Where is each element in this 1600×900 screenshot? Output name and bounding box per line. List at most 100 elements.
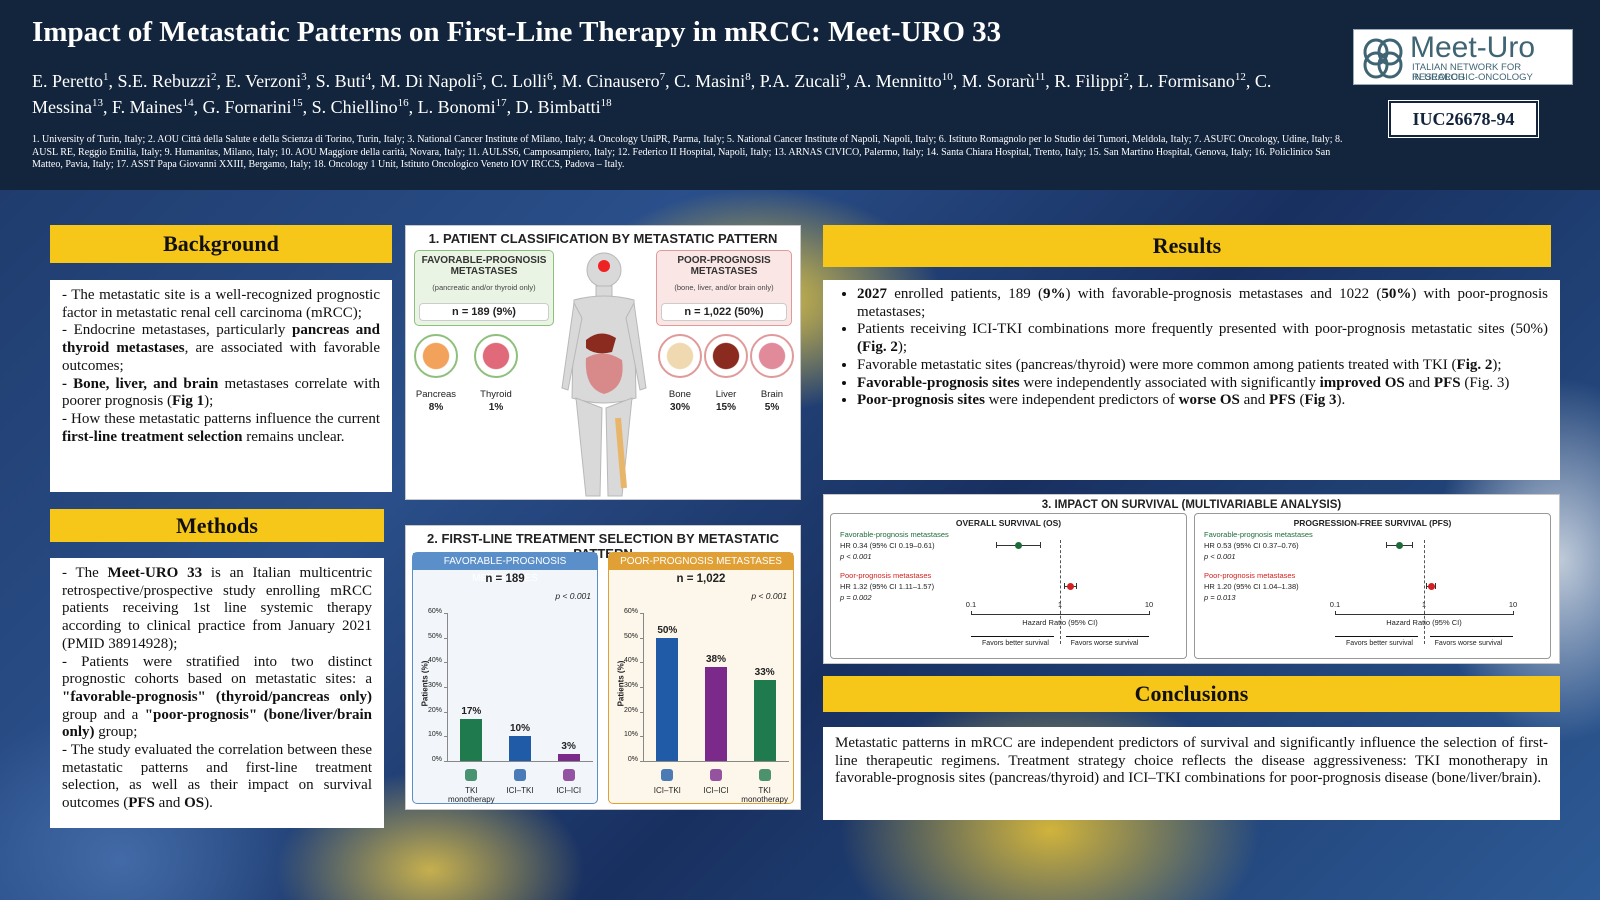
affiliation-number: 2 [210, 71, 217, 83]
author: E. Peretto1 [32, 71, 117, 91]
section-header: Conclusions [823, 676, 1560, 712]
conclusions-text: Metastatic patterns in mRCC are independ… [823, 727, 1560, 820]
author: F. Maines14 [112, 97, 203, 117]
x-axis [643, 761, 789, 762]
section-header: Methods [50, 509, 384, 542]
author: R. Filippi2 [1054, 71, 1138, 91]
affiliation-number: 4 [365, 71, 372, 83]
author-list: E. Peretto1S.E. Rebuzzi2E. Verzoni3S. Bu… [32, 66, 1332, 118]
value-label: 10% [509, 723, 530, 735]
author: S. Chiellino16 [312, 97, 418, 117]
tick-mark [640, 711, 643, 713]
paragraph: - The Meet-URO 33 is an Italian multicen… [62, 565, 372, 654]
drug-icon [758, 769, 771, 781]
favors-label: Favors better survival [1346, 640, 1413, 647]
x-axis [447, 761, 593, 762]
row-name: Poor-prognosis metastases [1204, 571, 1296, 580]
author: M. Sorarù11 [962, 71, 1055, 91]
section-header: Results [823, 225, 1551, 267]
paragraph: - How these metastatic patterns influenc… [62, 411, 380, 446]
bold-run: 2027 [857, 286, 887, 302]
y-tick-label: 20% [623, 706, 638, 714]
bold-run: Fig 3 [1304, 392, 1337, 409]
text-run: and [1239, 392, 1270, 409]
text-run: metastases correlate with poorer prognos… [62, 375, 380, 410]
x-tick-label: TKI monotherapy [447, 786, 495, 804]
bullet: Poor-prognosis sites were independent pr… [857, 392, 1548, 410]
panel-title: POOR-PROGNOSIS METASTASES [609, 553, 793, 570]
text-run: ) with favorable-prognosis metastases an… [1065, 286, 1382, 302]
tick-mark [1335, 611, 1336, 615]
text-run: group; [94, 724, 138, 741]
text-run: ). [204, 795, 213, 812]
figure-1: 1. PATIENT CLASSIFICATION BY METASTATIC … [405, 225, 801, 500]
y-tick-label: 50% [623, 632, 638, 640]
arrow-right [1066, 636, 1149, 637]
group-title: FAVORABLE-PROGNOSIS METASTASES [421, 255, 547, 277]
text-run: ); [897, 339, 907, 356]
drug-icon [465, 769, 478, 781]
bold-run: pancreas and thyroid metastases [62, 322, 380, 357]
author-name: R. Filippi [1054, 71, 1124, 91]
bold-run: first-line treatment selection [62, 428, 243, 445]
chart-panel: POOR-PROGNOSIS METASTASES n = 1,022 p < 0.… [608, 552, 794, 804]
x-tick-label: 0.1 [1329, 600, 1341, 609]
affiliation-number: 8 [745, 71, 751, 83]
drug-icon [514, 769, 526, 781]
tick-mark [444, 637, 447, 639]
bold-run: worse OS [1178, 392, 1240, 409]
author: M. Cinausero7 [562, 71, 675, 91]
affiliation-number: 11 [1034, 71, 1046, 83]
x-axis-label: Hazard Ratio (95% CI) [1022, 618, 1098, 627]
logo-tagline: ITALIAN NETWORK FOR RESEARCH [1412, 62, 1522, 83]
results-text: 2027 enrolled patients, 189 (9%) with fa… [823, 280, 1560, 480]
author-name: M. Sorarù [961, 71, 1035, 91]
affiliation-number: 18 [600, 97, 612, 109]
y-axis [643, 613, 644, 761]
value-label: 17% [461, 706, 482, 718]
chart-panel: FAVORABLE-PROGNOSIS METASTASES n = 189 p <… [412, 552, 598, 804]
p-value: p = 0.002 [840, 593, 872, 602]
bullet: 2027 enrolled patients, 189 (9%) with fa… [857, 286, 1548, 321]
methods-text: - The Meet-URO 33 is an Italian multicen… [50, 558, 384, 828]
drug-icon [562, 769, 575, 781]
text-run: were independent predictors of [984, 392, 1179, 409]
author: D. Bimbatti18 [516, 97, 612, 117]
figure-3: 3. IMPACT ON SURVIVAL (MULTIVARIABLE ANA… [823, 494, 1560, 664]
tick-mark [640, 687, 643, 688]
y-tick-label: 0% [431, 756, 442, 763]
bar [656, 637, 679, 761]
affiliation-number: 14 [182, 97, 194, 109]
bold-run: Favorable-prognosis sites [857, 374, 1020, 391]
author-name: F. Maines [112, 97, 183, 117]
text-run: - Patients were stratified into two dist… [62, 653, 372, 688]
author-name: E. Verzoni [225, 71, 302, 91]
organ-icon [704, 334, 748, 378]
tick-mark [1513, 611, 1514, 615]
author-name: S. Chiellino [311, 97, 398, 117]
text-run: ). [1336, 392, 1346, 409]
p-value: p < 0.001 [1204, 552, 1236, 561]
value-label: 38% [705, 654, 726, 666]
organ-icon [750, 334, 794, 378]
tick-mark [444, 662, 447, 664]
author: S.E. Rebuzzi2 [117, 71, 225, 91]
row-name: Favorable-prognosis metastases [1204, 530, 1313, 539]
figure-title: 1. PATIENT CLASSIFICATION BY METASTATIC … [428, 231, 778, 246]
tick-mark [640, 637, 643, 639]
author-name: S.E. Rebuzzi [117, 71, 211, 91]
x-tick-label: 1 [1057, 600, 1063, 609]
reference-line [1424, 540, 1425, 644]
text-run: were independently associated with signi… [1019, 374, 1320, 391]
author-name: L. Bonomi [417, 97, 496, 117]
author-name: M. Cinausero [561, 71, 660, 91]
organ-icon [474, 334, 518, 378]
y-tick-label: 30% [623, 682, 638, 689]
author: P.A. Zucali9 [760, 71, 854, 91]
bold-run: 9% [1042, 286, 1066, 302]
y-tick-label: 0% [627, 756, 638, 763]
tick-mark [640, 613, 643, 614]
bold-run: "poor-prognosis" (bone/liver/brain only) [62, 706, 373, 741]
arrow-right [1430, 636, 1513, 637]
y-tick-label: 10% [623, 731, 638, 739]
